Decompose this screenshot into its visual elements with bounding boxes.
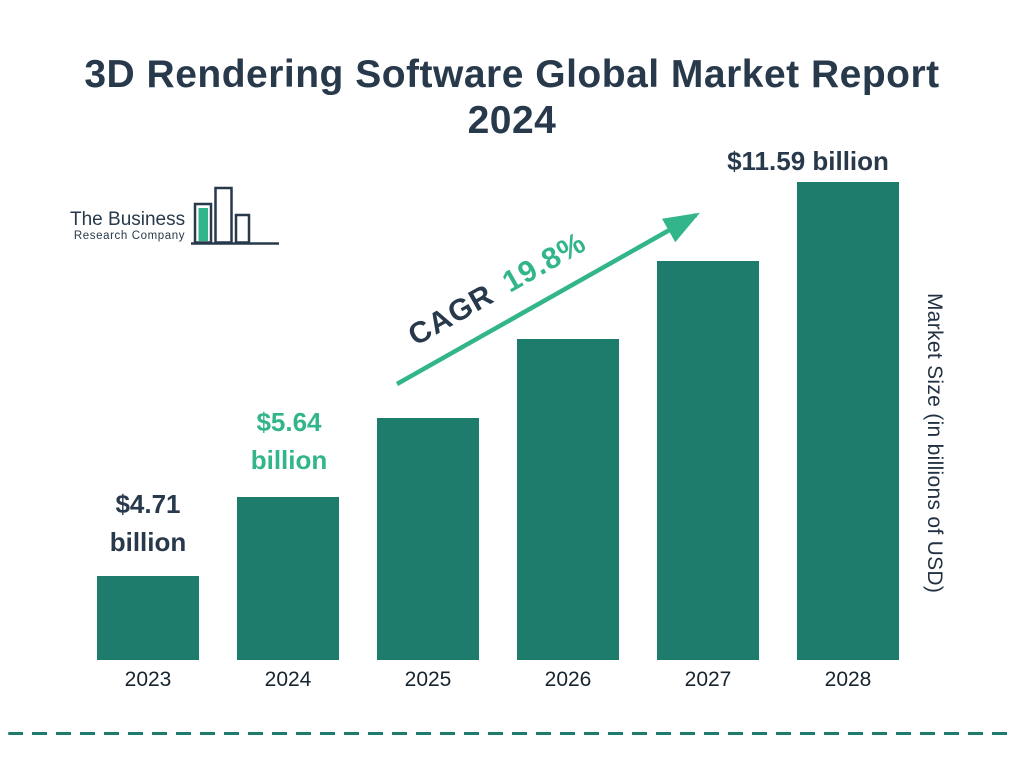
value-line: $11.59 billion xyxy=(727,146,889,176)
x-label-2027: 2027 xyxy=(684,668,732,691)
x-label-2026: 2026 xyxy=(544,668,592,691)
x-label-2023: 2023 xyxy=(124,668,172,691)
value-line: $5.64 xyxy=(256,407,322,437)
value-line: $4.71 xyxy=(115,489,181,519)
title-line-1: 3D Rendering Software Global Market Repo… xyxy=(84,53,940,96)
bar-2025 xyxy=(377,418,479,660)
title-line-2: 2024 xyxy=(467,99,557,143)
value-label-2024: $5.64 billion xyxy=(209,404,369,479)
bar-2023 xyxy=(97,576,199,660)
value-line: billion xyxy=(250,444,328,475)
value-label-2023: $4.71 billion xyxy=(68,486,228,561)
bar-2024 xyxy=(237,497,339,660)
page-title: 3D Rendering Software Global Market Repo… xyxy=(0,52,1024,144)
bar-2027 xyxy=(657,261,759,660)
value-line: billion xyxy=(109,526,187,557)
logo-text: The Business Research Company xyxy=(70,210,185,250)
value-label-2028: $11.59 billion xyxy=(668,143,948,181)
x-label-2024: 2024 xyxy=(264,668,312,691)
logo: The Business Research Company xyxy=(70,184,281,250)
x-label-2025: 2025 xyxy=(404,668,452,691)
bar-2026 xyxy=(517,339,619,660)
logo-name: The Business xyxy=(70,209,186,231)
logo-subname: Research Company xyxy=(73,230,186,243)
x-axis-labels: 2023 2024 2025 2026 2027 2028 xyxy=(97,668,899,692)
y-axis-title: Market Size (in billions of USD) xyxy=(923,293,946,594)
bottom-dashed-line xyxy=(8,732,1016,735)
bars xyxy=(97,182,899,660)
bar-2028 xyxy=(797,182,899,660)
x-label-2028: 2028 xyxy=(824,668,872,691)
logo-bars-icon xyxy=(191,186,280,245)
